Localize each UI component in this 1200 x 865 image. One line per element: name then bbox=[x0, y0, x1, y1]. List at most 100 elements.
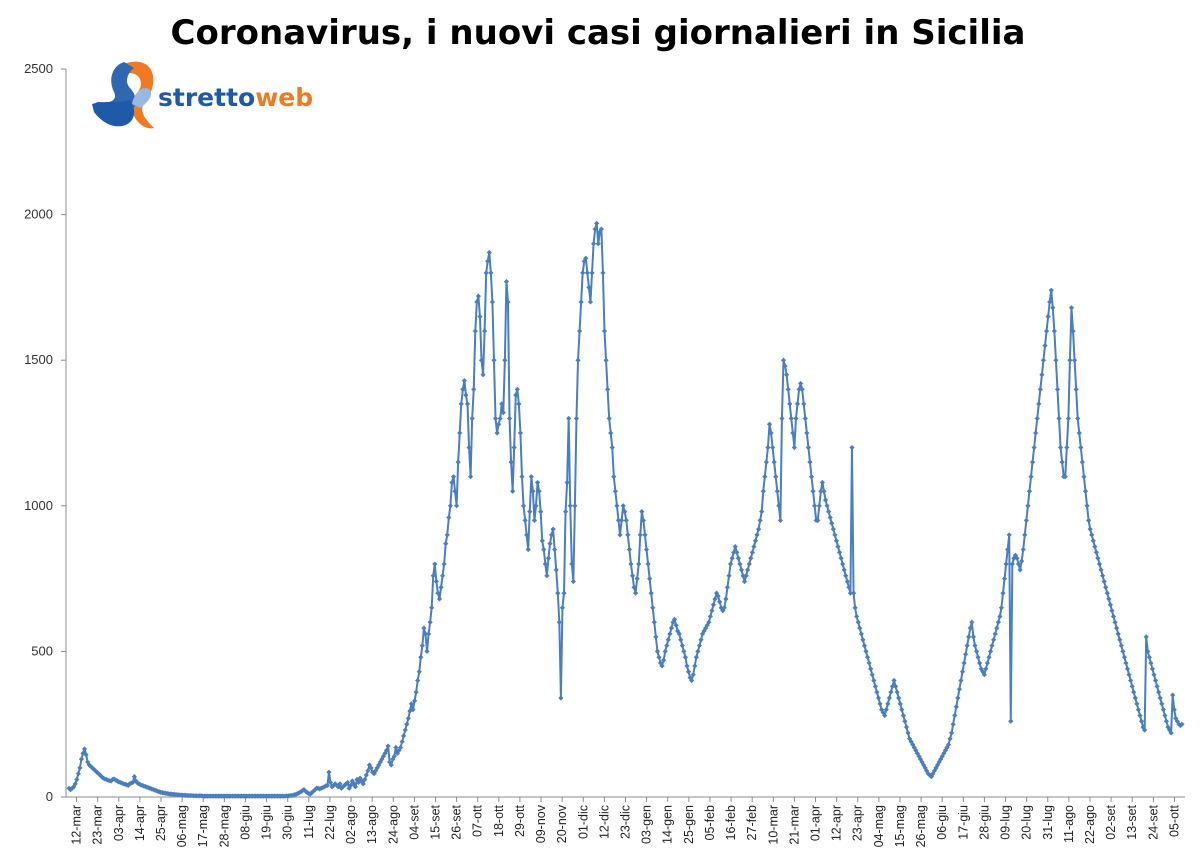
data-point bbox=[913, 747, 919, 754]
x-tick-label: 24-set bbox=[1146, 804, 1160, 839]
data-point bbox=[612, 488, 618, 494]
data-point bbox=[1112, 619, 1118, 625]
data-point bbox=[405, 715, 411, 721]
data-point bbox=[469, 415, 475, 422]
data-point bbox=[488, 270, 494, 276]
data-point bbox=[441, 561, 447, 567]
data-point bbox=[710, 602, 717, 608]
data-point bbox=[555, 590, 561, 596]
data-point bbox=[606, 415, 612, 422]
data-point bbox=[1015, 561, 1022, 567]
data-point bbox=[1162, 712, 1168, 719]
data-point bbox=[648, 590, 654, 596]
data-point bbox=[1154, 683, 1160, 689]
x-tick-label: 07-ott bbox=[471, 804, 485, 836]
data-point bbox=[575, 357, 581, 363]
data-point bbox=[1048, 287, 1054, 293]
data-point bbox=[1115, 631, 1121, 637]
data-point bbox=[715, 593, 721, 599]
data-point bbox=[888, 689, 894, 695]
x-tick-label: 14-gen bbox=[661, 805, 675, 844]
data-point bbox=[1089, 532, 1095, 538]
data-point bbox=[510, 488, 516, 494]
x-tick-label: 28-mag bbox=[217, 805, 231, 847]
data-point bbox=[1121, 654, 1128, 660]
data-point bbox=[650, 605, 656, 611]
data-point bbox=[94, 769, 100, 775]
data-point bbox=[667, 631, 673, 637]
data-point bbox=[538, 509, 544, 515]
data-point bbox=[861, 642, 868, 649]
data-point bbox=[633, 590, 639, 596]
data-point bbox=[609, 444, 615, 451]
data-point bbox=[952, 712, 958, 719]
data-point bbox=[735, 555, 741, 561]
data-point bbox=[452, 488, 458, 494]
data-point bbox=[617, 532, 623, 538]
data-point bbox=[858, 631, 864, 637]
data-point bbox=[383, 747, 390, 754]
data-point bbox=[492, 415, 499, 422]
x-tick-label: 26-set bbox=[450, 804, 464, 839]
data-point bbox=[798, 380, 804, 387]
data-point bbox=[745, 567, 751, 573]
data-point bbox=[505, 299, 511, 305]
data-point bbox=[329, 784, 335, 790]
data-point bbox=[1065, 415, 1071, 422]
data-point bbox=[978, 666, 984, 672]
data-point bbox=[524, 532, 530, 538]
data-point bbox=[1176, 721, 1182, 727]
data-point bbox=[516, 401, 522, 407]
data-point bbox=[900, 712, 906, 719]
data-point bbox=[1123, 660, 1129, 666]
data-point bbox=[517, 430, 524, 436]
data-point bbox=[460, 386, 466, 392]
data-point bbox=[675, 628, 681, 634]
data-point bbox=[1017, 567, 1023, 573]
data-point bbox=[309, 790, 315, 796]
data-point bbox=[1071, 357, 1078, 363]
data-point bbox=[1151, 672, 1157, 678]
data-point bbox=[1082, 488, 1089, 494]
y-tick-label: 1500 bbox=[24, 352, 53, 367]
data-point bbox=[866, 660, 872, 666]
data-point bbox=[1129, 683, 1135, 689]
data-point bbox=[419, 642, 425, 649]
data-point bbox=[972, 642, 978, 649]
data-point bbox=[1039, 372, 1045, 378]
data-point bbox=[852, 605, 858, 611]
data-point bbox=[396, 747, 402, 754]
data-point bbox=[503, 278, 510, 285]
data-point bbox=[805, 444, 812, 451]
data-point bbox=[622, 509, 628, 515]
data-point bbox=[1029, 459, 1036, 465]
data-point bbox=[665, 637, 671, 643]
data-point bbox=[545, 555, 552, 561]
data-point bbox=[1023, 517, 1029, 523]
data-point bbox=[802, 415, 808, 422]
data-point bbox=[657, 660, 664, 666]
data-point bbox=[1126, 672, 1132, 678]
data-point bbox=[699, 631, 706, 637]
data-point bbox=[743, 573, 749, 579]
data-point bbox=[1160, 707, 1166, 713]
data-point bbox=[1131, 689, 1137, 695]
data-point bbox=[548, 532, 555, 538]
data-point bbox=[693, 654, 699, 660]
data-point bbox=[796, 386, 802, 392]
data-point bbox=[959, 669, 966, 675]
x-tick-label: 25-apr bbox=[154, 805, 168, 841]
data-point bbox=[668, 625, 675, 631]
data-point bbox=[673, 622, 679, 628]
y-axis-ticks: 0 500 1000 1500 2000 2500 bbox=[24, 61, 66, 804]
x-tick-label: 13-set bbox=[1125, 804, 1139, 839]
data-point bbox=[833, 538, 840, 544]
x-tick-label: 22-ago bbox=[1083, 805, 1097, 844]
data-point bbox=[1067, 357, 1073, 363]
data-point bbox=[422, 631, 429, 637]
data-point bbox=[961, 660, 967, 666]
data-point bbox=[1146, 654, 1152, 660]
data-point bbox=[721, 605, 727, 611]
data-point bbox=[793, 415, 799, 422]
